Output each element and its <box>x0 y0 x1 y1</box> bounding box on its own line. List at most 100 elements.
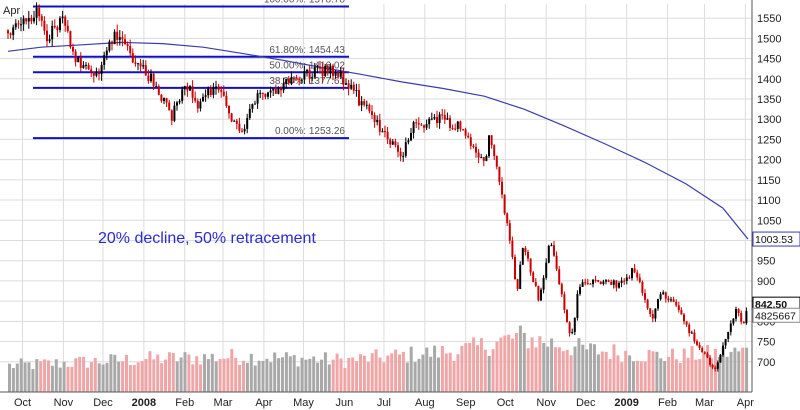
volume-bar <box>425 347 429 392</box>
volume-bar <box>421 354 425 392</box>
candle-body <box>17 23 20 25</box>
volume-bar <box>386 355 390 392</box>
candle-body <box>729 323 732 332</box>
volume-bar <box>628 355 632 392</box>
volume-bar <box>39 361 43 392</box>
candle-body <box>274 88 277 94</box>
candle-body <box>87 64 90 70</box>
y-tick-label: 1250 <box>757 134 781 146</box>
y-tick-label: 1200 <box>757 155 781 167</box>
candle-body <box>373 115 376 123</box>
candle-body <box>189 86 191 91</box>
candle-body <box>326 65 329 74</box>
volume-bar <box>596 354 600 392</box>
volume-bar <box>534 347 538 392</box>
volume-bar <box>620 362 624 392</box>
candle-body <box>430 118 433 120</box>
candle-body <box>659 294 662 300</box>
volume-bar <box>725 356 729 392</box>
candle-body <box>529 258 532 273</box>
candle-body <box>339 71 342 77</box>
x-tick-label: Oct <box>497 397 514 409</box>
volume-bar <box>249 353 253 392</box>
candle-body <box>610 281 613 285</box>
candle-body <box>69 31 72 48</box>
volume-bar <box>300 357 304 392</box>
candle-body <box>342 71 345 85</box>
price-candles <box>7 2 748 372</box>
candle-body <box>553 245 555 256</box>
volume-bar <box>242 360 245 392</box>
candle-body <box>397 145 399 152</box>
candle-body <box>732 318 735 324</box>
candle-body <box>602 281 605 284</box>
y-tick-label: 1400 <box>757 74 781 86</box>
candle-body <box>363 101 366 105</box>
x-tick-label: Jun <box>335 397 353 409</box>
candle-body <box>724 338 727 346</box>
candle-body <box>420 124 423 126</box>
volume-bar <box>417 358 421 392</box>
candle-body <box>311 77 314 79</box>
y-tick-label: 900 <box>757 276 775 288</box>
candle-body <box>295 78 298 80</box>
volume-bar <box>394 349 398 392</box>
candle-body <box>261 92 264 94</box>
candle-body <box>300 79 303 81</box>
volume-bar <box>581 344 585 392</box>
volume-bar <box>378 357 382 392</box>
volume-bar <box>164 359 167 392</box>
candle-body <box>35 7 38 18</box>
volume-bar <box>109 354 113 392</box>
candle-body <box>217 86 220 90</box>
candle-body <box>735 308 737 319</box>
candle-body <box>628 277 631 279</box>
candle-body <box>412 122 415 134</box>
candle-body <box>121 37 124 40</box>
candle-body <box>150 73 152 82</box>
volume-bar <box>616 355 620 392</box>
candle-body <box>186 86 189 91</box>
volume-bar <box>82 356 86 392</box>
volume-bar <box>347 357 351 392</box>
volume-bar <box>542 342 546 392</box>
y-tick-label: 1050 <box>757 215 781 227</box>
candle-body <box>657 299 659 309</box>
volume-bar <box>632 361 635 392</box>
candle-body <box>350 84 353 89</box>
volume-bar <box>304 359 308 392</box>
candle-body <box>384 131 386 133</box>
volume-bar <box>468 342 472 392</box>
candle-body <box>137 63 139 65</box>
volume-bar <box>624 350 628 392</box>
volume-bar <box>238 364 242 392</box>
candle-body <box>176 102 178 106</box>
candle-body <box>727 331 730 339</box>
x-tick-label: 2009 <box>614 397 638 409</box>
volume-bar <box>409 346 413 392</box>
candle-body <box>79 57 82 68</box>
candle-body <box>737 308 740 313</box>
candle-body <box>620 280 623 283</box>
value-tag-label: 1003.53 <box>755 234 793 246</box>
volume-bar <box>659 358 663 392</box>
volume-bar <box>292 355 296 392</box>
candle-body <box>183 86 186 90</box>
candle-body <box>131 53 134 63</box>
candle-body <box>462 129 464 131</box>
chart-annotation: 20% decline, 50% retracement <box>98 230 316 247</box>
candle-body <box>33 17 35 22</box>
volume-bar <box>487 355 491 392</box>
candle-body <box>27 17 30 22</box>
volume-bar <box>608 358 612 392</box>
candle-body <box>56 27 59 31</box>
candle-body <box>698 344 701 348</box>
candle-body <box>545 262 548 278</box>
volume-bar <box>702 352 706 392</box>
candle-body <box>90 69 93 72</box>
candle-body <box>456 121 459 129</box>
candle-body <box>540 289 542 301</box>
y-tick-label: 700 <box>757 357 775 369</box>
volume-bar <box>511 338 515 392</box>
volume-bar <box>31 368 35 392</box>
